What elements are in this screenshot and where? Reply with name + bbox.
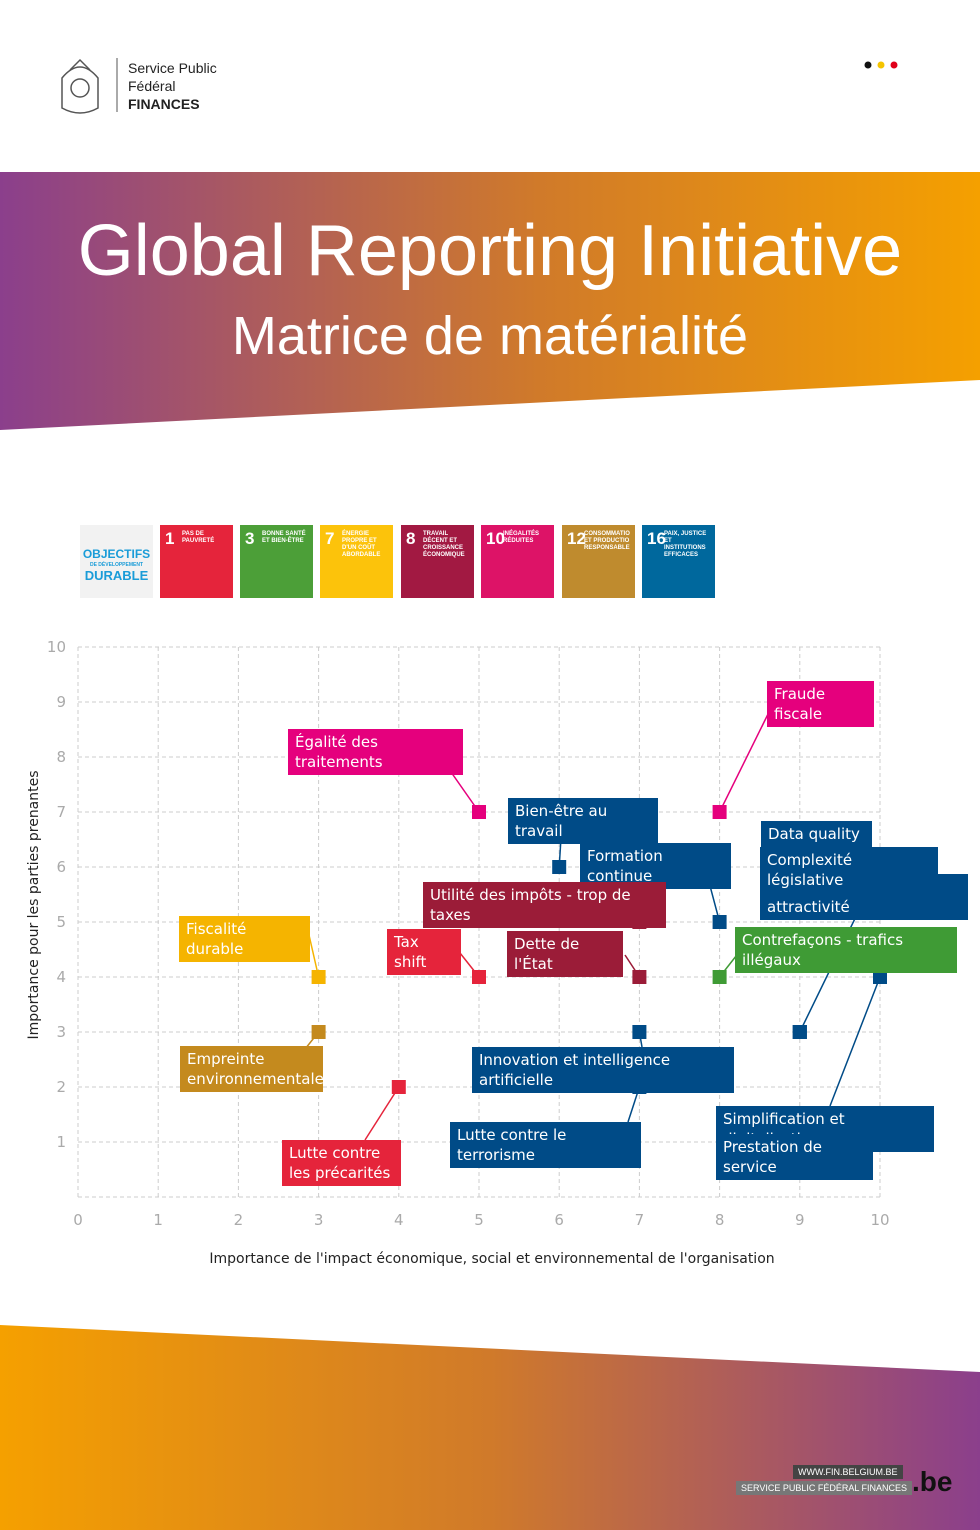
- y-tick-label: 9: [56, 693, 66, 711]
- sdg-tile: 1 PAS DE PAUVRETÉ: [160, 525, 233, 598]
- point: [472, 805, 486, 819]
- sdg-tile: 8 TRAVAIL DÉCENT ET CROISSANCE ÉCONOMIQUE: [401, 525, 474, 598]
- x-tick-label: 2: [234, 1211, 244, 1229]
- point: [552, 860, 567, 874]
- y-tick-label: 2: [56, 1078, 66, 1096]
- sdg-logo-text: DURABLE: [84, 568, 149, 583]
- y-tick-label: 4: [56, 968, 66, 986]
- sdg-number: 12: [567, 529, 586, 548]
- sdg-label: CONSOMMATIO ET PRODUCTIO RESPONSABLE: [584, 531, 630, 551]
- y-tick-label: 3: [56, 1023, 66, 1041]
- point-label: Fraude fiscale: [767, 681, 874, 727]
- point: [712, 970, 727, 984]
- y-tick-label: 1: [56, 1133, 66, 1151]
- sdg-label: INÉGALITÉS RÉDUITES: [503, 531, 540, 544]
- point-label: Lutte contre le terrorisme: [450, 1122, 641, 1168]
- connector: [829, 976, 881, 1107]
- y-axis-label: Importance pour les parties prenantes: [26, 770, 42, 1039]
- sdg-logo-text: DE DÉVELOPPEMENT: [89, 562, 144, 568]
- sdg-tile: 7 ÉNERGIE PROPRE ET D'UN COÛT ABORDABLE: [320, 525, 393, 598]
- sdg-number: 1: [165, 529, 175, 548]
- top-banner: [0, 172, 980, 430]
- crest: [61, 58, 99, 114]
- x-tick-label: 6: [554, 1211, 564, 1229]
- point: [712, 915, 727, 929]
- y-tick-label: 10: [47, 638, 66, 656]
- y-tick-label: 8: [56, 748, 66, 766]
- point: [311, 970, 326, 984]
- bottom-banner: [0, 1325, 980, 1530]
- title: Global Reporting Initiative: [77, 211, 903, 291]
- sdg-tile: 10 INÉGALITÉS RÉDUITES: [481, 525, 554, 598]
- x-tick-label: 1: [153, 1211, 163, 1229]
- x-tick-label: 5: [474, 1211, 484, 1229]
- sdg-tile: 16 PAIX, JUSTICE ET INSTITUTIONS EFFICACE…: [642, 525, 715, 598]
- sdg-label: PAIX, JUSTICE ET INSTITUTIONS EFFICACES: [664, 531, 707, 558]
- point: [712, 805, 727, 819]
- org-name: Fédéral: [128, 78, 176, 94]
- point: [632, 1025, 647, 1039]
- y-tick-label: 6: [56, 858, 66, 876]
- x-axis-label: Importance de l'impact économique, socia…: [209, 1251, 774, 1267]
- sdg-number: 3: [245, 529, 255, 548]
- sdg-tile: 12 CONSOMMATIO ET PRODUCTIO RESPONSABLE: [562, 525, 635, 598]
- org-name: FINANCES: [128, 96, 200, 112]
- point-label: Fiscalité durable: [179, 916, 310, 962]
- point-label: Dette de l'État: [507, 931, 623, 977]
- point-label: Tax shift: [387, 929, 461, 975]
- point-label: Utilité des impôts - trop de taxes: [423, 882, 666, 928]
- point: [792, 1025, 807, 1039]
- sdg-label: ÉNERGIE PROPRE ET D'UN COÛT ABORDABLE: [342, 531, 381, 558]
- point-label: Contrefaçons - trafics illégaux: [735, 927, 957, 973]
- point-label: Innovation et intelligence artificielle: [472, 1047, 734, 1093]
- flag-dot: [864, 61, 872, 69]
- footer-service: SERVICE PUBLIC FÉDÉRAL FINANCES: [736, 1481, 913, 1495]
- footer-domain: .be: [912, 1466, 953, 1497]
- footer-url: WWW.FIN.BELGIUM.BE: [793, 1465, 903, 1479]
- x-tick-label: 4: [394, 1211, 404, 1229]
- point-label: Prestation de service: [716, 1134, 873, 1180]
- point-label: Lutte contre les précarités: [282, 1140, 401, 1186]
- point-label: Complexité législative: [760, 847, 938, 893]
- point: [391, 1080, 406, 1094]
- x-tick-label: 8: [715, 1211, 725, 1229]
- sdg-logo-text: OBJECTIFS: [82, 547, 151, 561]
- x-tick-label: 10: [870, 1211, 889, 1229]
- point: [873, 970, 887, 984]
- sdg-tile: 3 BONNE SANTÉ ET BIEN-ÊTRE: [240, 525, 313, 598]
- point: [632, 970, 647, 984]
- point-label: Égalité des traitements: [288, 729, 463, 775]
- flag-dot: [890, 61, 898, 69]
- org-name: Service Public: [128, 60, 217, 76]
- sdg-number: 7: [325, 529, 335, 548]
- sdg-number: 10: [486, 529, 505, 548]
- sdg-number: 16: [647, 529, 666, 548]
- point-label: Formation continue: [580, 843, 731, 889]
- y-tick-label: 7: [56, 803, 66, 821]
- x-tick-label: 9: [795, 1211, 805, 1229]
- sdg-logo: OBJECTIFS DE DÉVELOPPEMENT DURABLE: [80, 525, 153, 598]
- point: [472, 970, 486, 984]
- point: [311, 1025, 326, 1039]
- y-tick-label: 5: [56, 913, 66, 931]
- connector: [718, 703, 774, 813]
- connector: [364, 1086, 400, 1141]
- sdg-label: PAS DE PAUVRETÉ: [182, 531, 215, 544]
- sdg-label: BONNE SANTÉ ET BIEN-ÊTRE: [262, 531, 306, 544]
- sdg-number: 8: [406, 529, 416, 548]
- point-label: Bien-être au travail: [508, 798, 658, 844]
- point-label: Data quality: [761, 821, 872, 847]
- flag-dot: [877, 61, 885, 69]
- subtitle: Matrice de matérialité: [231, 306, 749, 366]
- sdg-label: TRAVAIL DÉCENT ET CROISSANCE ÉCONOMIQUE: [423, 531, 465, 558]
- x-tick-label: 7: [635, 1211, 645, 1229]
- x-tick-label: 0: [73, 1211, 83, 1229]
- point-label: Empreinte environnementale: [180, 1046, 324, 1092]
- x-tick-label: 3: [314, 1211, 324, 1229]
